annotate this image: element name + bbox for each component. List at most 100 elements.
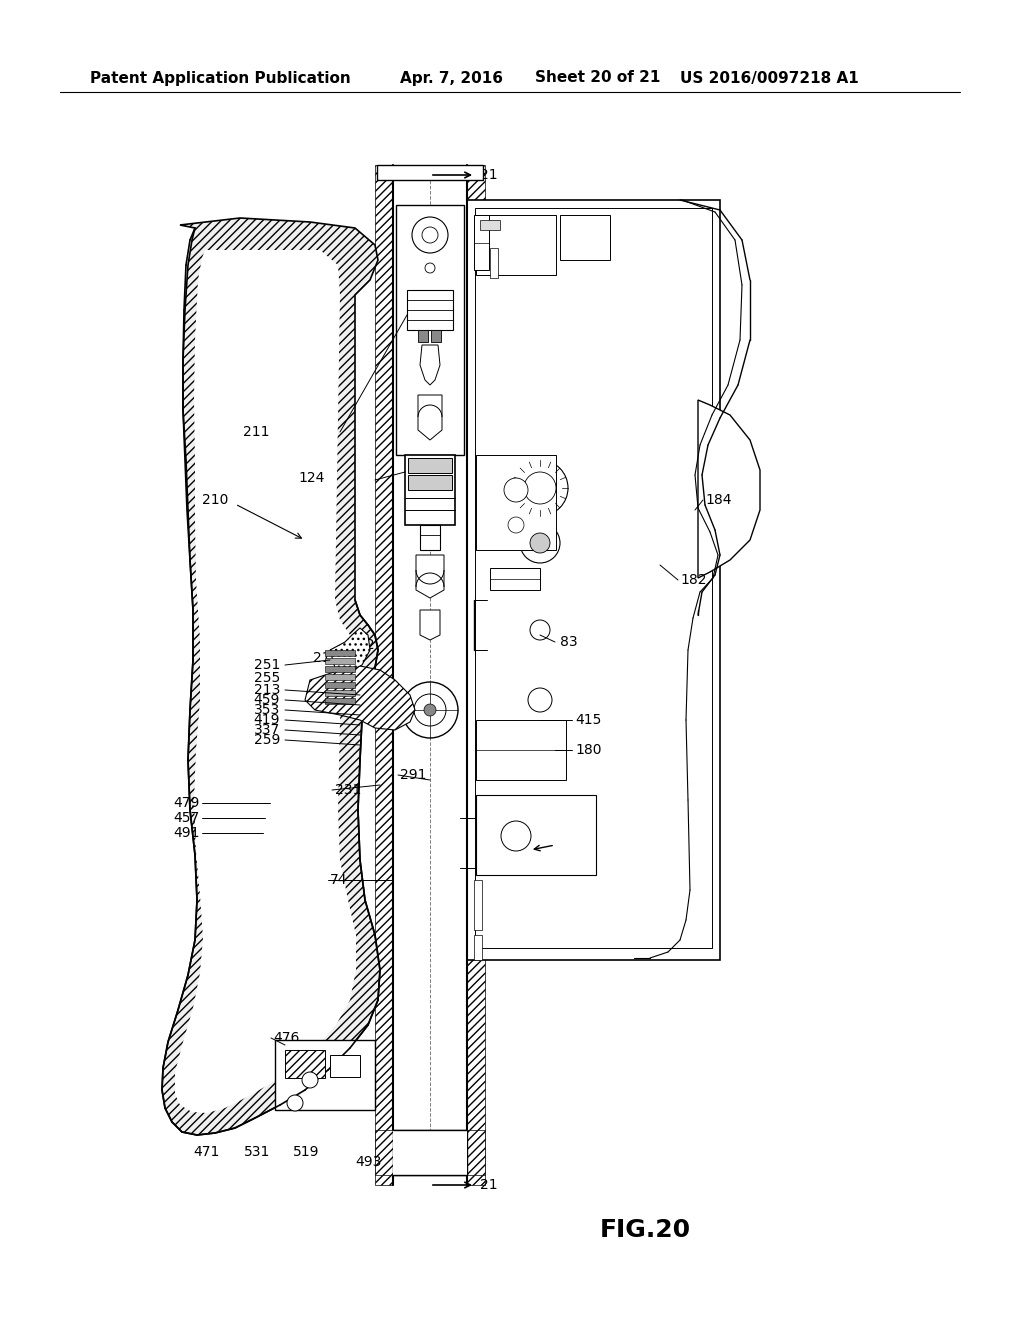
Bar [325,667,355,672]
Text: 210: 210 [202,492,228,507]
Circle shape [414,694,446,726]
Circle shape [512,459,568,516]
Bar [325,675,355,680]
Polygon shape [330,628,370,672]
Bar [285,1049,325,1078]
Text: 74: 74 [330,873,347,887]
Text: 251: 251 [254,657,280,672]
Polygon shape [377,165,483,180]
Bar [476,719,566,780]
Bar [275,1040,375,1110]
Polygon shape [467,165,485,1185]
Circle shape [501,821,531,851]
Text: 231: 231 [335,783,361,797]
Bar [560,215,610,260]
Bar [393,1130,467,1175]
Bar [467,201,720,960]
Text: 82: 82 [357,638,375,652]
Bar [396,205,464,455]
Polygon shape [305,665,415,730]
Circle shape [524,473,556,504]
Text: 291: 291 [400,768,427,781]
Text: 21: 21 [480,1177,498,1192]
Bar [420,525,440,550]
Circle shape [424,704,436,715]
Text: 493: 493 [355,1155,381,1170]
Circle shape [302,1072,318,1088]
Bar [476,455,556,550]
Text: 419: 419 [254,713,280,727]
Polygon shape [393,165,467,1185]
Bar [490,248,498,279]
Text: 476A: 476A [280,1045,315,1060]
Bar [325,698,355,704]
Polygon shape [416,554,444,598]
Text: Patent Application Publication: Patent Application Publication [90,70,351,86]
Bar [475,209,712,948]
Text: 415: 415 [575,713,601,727]
Polygon shape [698,400,760,578]
Polygon shape [162,218,380,1135]
Polygon shape [175,249,356,1113]
Bar [476,795,596,875]
Circle shape [528,688,552,711]
Bar [474,935,482,960]
Text: 184: 184 [705,492,731,507]
Polygon shape [418,395,442,440]
Text: FIG.20: FIG.20 [600,1218,691,1242]
Text: 80: 80 [500,813,517,828]
Text: 479: 479 [174,796,200,810]
Circle shape [287,1096,303,1111]
Circle shape [422,227,438,243]
Bar [490,568,540,590]
Text: 18: 18 [555,833,572,847]
Bar [393,1130,467,1175]
Circle shape [530,620,550,640]
Circle shape [402,682,458,738]
Polygon shape [375,165,393,1185]
Text: 491: 491 [173,826,200,840]
Text: 531: 531 [244,1144,270,1159]
Text: 124: 124 [299,471,325,484]
Text: US 2016/0097218 A1: US 2016/0097218 A1 [680,70,859,86]
Polygon shape [420,610,440,640]
Bar [330,1055,360,1077]
Bar [476,215,556,275]
Text: 213: 213 [254,682,280,697]
Text: 457: 457 [174,810,200,825]
Circle shape [504,478,528,502]
Text: 72: 72 [508,863,525,876]
Text: 476: 476 [273,1031,299,1045]
Text: 211: 211 [244,425,270,440]
Text: 459: 459 [254,693,280,708]
Bar [407,290,453,330]
Circle shape [412,216,449,253]
Bar [418,330,428,342]
Text: 182: 182 [680,573,707,587]
Bar [408,475,452,490]
Text: 353: 353 [254,704,280,717]
Bar [375,1130,485,1175]
Bar [431,330,441,342]
Text: Apr. 7, 2016: Apr. 7, 2016 [400,70,503,86]
Text: 519: 519 [293,1144,319,1159]
Text: 471: 471 [193,1144,219,1159]
Bar [325,690,355,696]
Circle shape [520,523,560,564]
Text: 180: 180 [575,743,601,756]
Text: 83: 83 [560,635,578,649]
Text: 337: 337 [254,723,280,737]
Text: 259: 259 [254,733,280,747]
Circle shape [425,263,435,273]
Bar [406,455,455,525]
Bar [474,215,489,271]
Bar [480,220,500,230]
Bar [325,649,355,656]
Text: 21: 21 [480,168,498,182]
Polygon shape [420,345,440,385]
Text: 255: 255 [254,671,280,685]
Text: 219: 219 [313,651,340,665]
Bar [408,458,452,473]
Circle shape [508,517,524,533]
Bar [474,880,482,931]
